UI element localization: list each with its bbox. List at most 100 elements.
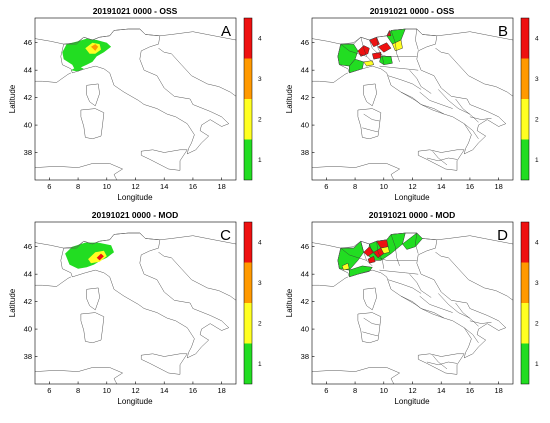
y-tick-label: 44 xyxy=(24,66,32,75)
coastline xyxy=(312,28,513,180)
x-tick-label: 12 xyxy=(408,182,416,191)
colorbar-segment-3 xyxy=(521,58,529,99)
x-tick-label: 14 xyxy=(160,386,168,395)
colorbar-frame xyxy=(243,17,253,181)
precip-level-1 xyxy=(65,242,114,269)
colorbar-label: 2 xyxy=(258,320,262,327)
alert-zone-level-2 xyxy=(380,246,390,254)
x-axis-label: Longitude xyxy=(394,193,430,202)
panel-label: B xyxy=(498,23,508,40)
colorbar-segment-1 xyxy=(244,343,252,384)
x-tick-label: 16 xyxy=(466,182,474,191)
y-tick-label: 40 xyxy=(24,325,32,334)
panel-title: 20191021 0000 - OSS xyxy=(93,6,178,16)
colorbar-label: 3 xyxy=(258,76,262,83)
y-tick-label: 46 xyxy=(24,38,32,47)
alert-zone-level-2 xyxy=(392,39,403,52)
x-tick-label: 14 xyxy=(437,182,445,191)
map-panel-a: 20191021 0000 - OSS A 6 8 10 12 14 16 18 38 40 42… xyxy=(8,6,237,202)
y-tick-label: 38 xyxy=(24,352,32,361)
y-tick-label: 40 xyxy=(301,121,309,130)
colorbar-label: 3 xyxy=(258,280,262,287)
x-tick-label: 8 xyxy=(353,386,357,395)
colorbar-label: 1 xyxy=(535,157,539,164)
x-tick-label: 8 xyxy=(76,386,80,395)
y-axis-label: Latitude xyxy=(285,84,294,113)
alert-zone-level-1 xyxy=(379,56,393,65)
region-borders xyxy=(340,28,492,166)
x-tick-label: 8 xyxy=(76,182,80,191)
colorbar: 1 2 3 4 xyxy=(243,221,262,385)
y-tick-label: 46 xyxy=(301,242,309,251)
colorbar-label: 4 xyxy=(258,239,262,246)
x-tick-label: 10 xyxy=(380,386,388,395)
x-tick-label: 6 xyxy=(324,182,328,191)
x-tick-label: 6 xyxy=(47,182,51,191)
y-tick-label: 40 xyxy=(24,121,32,130)
y-tick-label: 42 xyxy=(24,297,32,306)
region-borders xyxy=(340,232,492,370)
x-tick-label: 6 xyxy=(324,386,328,395)
x-tick-label: 10 xyxy=(380,182,388,191)
y-tick-label: 44 xyxy=(301,270,309,279)
alert-zone-level-1 xyxy=(337,240,364,271)
colorbar: 1 2 3 4 xyxy=(520,221,539,385)
colorbar-segment-1 xyxy=(244,139,252,180)
colorbar-label: 3 xyxy=(535,280,539,287)
x-tick-label: 18 xyxy=(217,182,225,191)
colorbar-label: 2 xyxy=(258,116,262,123)
precipitation-fill xyxy=(62,38,112,72)
map-area xyxy=(312,232,513,384)
colorbar-frame xyxy=(243,221,253,385)
panel-title: 20191021 0000 - MOD xyxy=(92,210,178,220)
x-axis-label: Longitude xyxy=(117,397,153,406)
alert-zone-level-2 xyxy=(341,262,350,271)
colorbar-segment-1 xyxy=(521,343,529,384)
alert-zone-level-1 xyxy=(402,232,423,250)
y-tick-label: 44 xyxy=(24,270,32,279)
y-tick-label: 46 xyxy=(301,38,309,47)
x-tick-label: 14 xyxy=(437,386,445,395)
precipitation-fill xyxy=(337,232,423,278)
y-tick-label: 42 xyxy=(301,93,309,102)
y-tick-label: 42 xyxy=(24,93,32,102)
colorbar-segment-3 xyxy=(244,58,252,99)
x-tick-label: 16 xyxy=(189,182,197,191)
panel-label: C xyxy=(220,227,231,244)
colorbar-label: 1 xyxy=(258,157,262,164)
alert-zone-level-1 xyxy=(349,265,373,278)
y-tick-label: 38 xyxy=(24,148,32,157)
colorbar-segment-3 xyxy=(244,262,252,303)
x-tick-label: 14 xyxy=(160,182,168,191)
y-axis-label: Latitude xyxy=(285,288,294,317)
colorbar-segment-4 xyxy=(521,18,529,59)
colorbar-label: 2 xyxy=(535,116,539,123)
alert-zone-level-4 xyxy=(369,36,380,48)
colorbar: 1 2 3 4 xyxy=(243,17,262,181)
y-tick-label: 42 xyxy=(301,297,309,306)
colorbar-label: 4 xyxy=(535,35,539,42)
x-tick-label: 18 xyxy=(217,386,225,395)
map-area xyxy=(35,28,236,180)
colorbar-frame xyxy=(520,17,530,181)
colorbar-segment-4 xyxy=(244,18,252,59)
map-area xyxy=(312,28,513,180)
colorbar-segment-2 xyxy=(244,99,252,140)
colorbar-label: 4 xyxy=(258,35,262,42)
map-panel-c: 20191021 0000 - MOD C 6 8 10 12 14 16 18 38 40 42… xyxy=(8,210,237,406)
colorbar-segment-3 xyxy=(521,262,529,303)
y-tick-label: 44 xyxy=(301,66,309,75)
panel-label: D xyxy=(497,227,508,244)
colorbar-segment-4 xyxy=(521,222,529,263)
colorbar-segment-2 xyxy=(244,303,252,344)
x-tick-label: 18 xyxy=(494,386,502,395)
y-axis-label: Latitude xyxy=(8,288,17,317)
y-tick-label: 38 xyxy=(301,148,309,157)
x-axis-label: Longitude xyxy=(394,397,430,406)
axis-ticks: 6 8 10 12 14 16 18 38 40 42 44 46 xyxy=(24,242,226,395)
precipitation-fill xyxy=(65,242,114,269)
y-tick-label: 38 xyxy=(301,352,309,361)
colorbar-segment-4 xyxy=(244,222,252,263)
alert-zone-level-4 xyxy=(357,45,370,57)
colorbar-segment-2 xyxy=(521,99,529,140)
